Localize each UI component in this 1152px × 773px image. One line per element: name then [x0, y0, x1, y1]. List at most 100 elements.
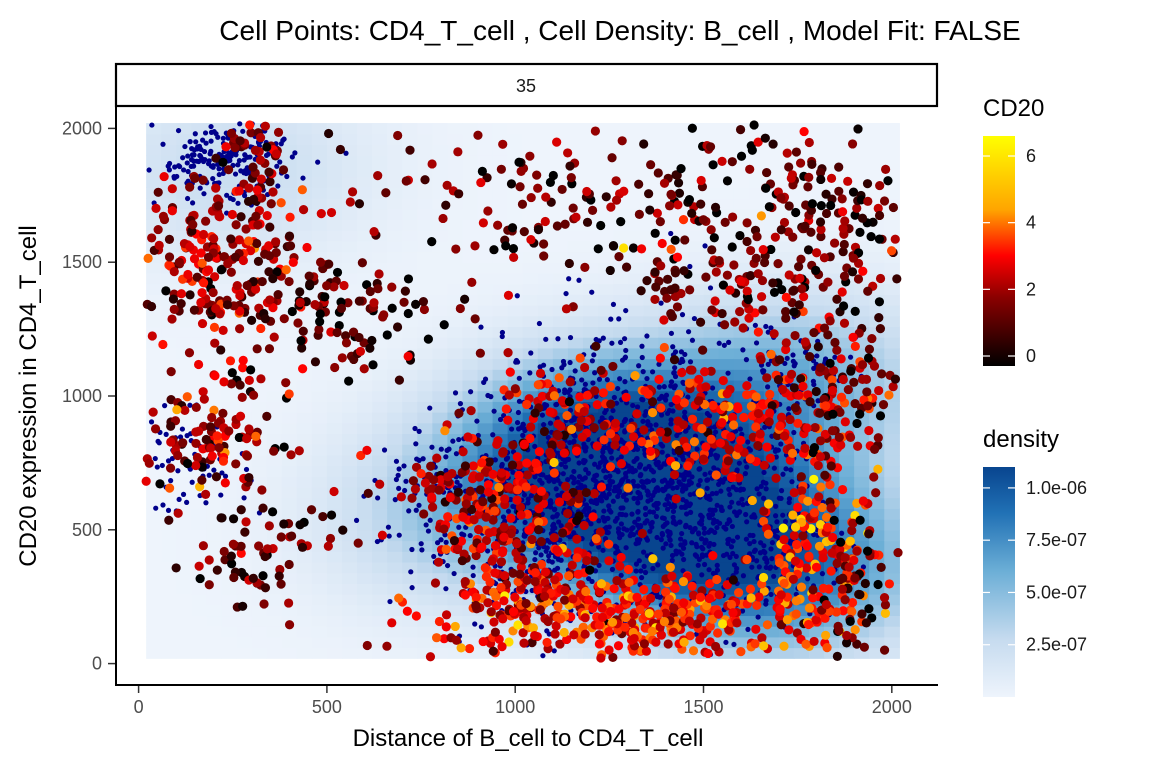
density-cell	[763, 636, 780, 649]
b-cell-point	[671, 385, 677, 391]
density-cell	[537, 476, 554, 488]
density-cell	[703, 519, 720, 531]
b-cell-point	[727, 518, 733, 524]
density-cell	[598, 497, 614, 509]
density-cell	[372, 305, 388, 317]
b-cell-point	[723, 639, 729, 645]
density-cell	[402, 208, 418, 220]
b-cell-point	[211, 128, 217, 135]
density-cell	[854, 251, 870, 263]
density-cell	[537, 315, 554, 328]
density-cell	[296, 390, 313, 402]
density-cell	[372, 208, 388, 220]
density-cell	[884, 465, 900, 477]
density-cell	[462, 465, 479, 477]
density-cell	[763, 251, 780, 263]
density-cell	[432, 294, 449, 306]
cd4-t-cell-point	[456, 643, 466, 653]
density-cell	[146, 337, 162, 349]
b-cell-point	[632, 519, 638, 525]
cd4-t-cell-point	[679, 637, 689, 647]
density-cell	[884, 433, 900, 445]
density-cell	[854, 647, 870, 659]
cd4-t-cell-point	[554, 497, 565, 507]
density-cell	[387, 358, 403, 370]
density-cell	[733, 540, 750, 552]
b-cell-point	[670, 514, 676, 520]
density-cell	[492, 294, 509, 306]
cd4-t-cell-point	[608, 652, 618, 663]
density-cell	[733, 283, 750, 295]
cd4-t-cell-point	[705, 579, 715, 589]
density-cell	[146, 508, 162, 520]
b-cell-point	[726, 339, 732, 345]
density-cell	[854, 176, 870, 188]
density-cell	[357, 133, 373, 146]
b-cell-point	[684, 511, 690, 517]
density-cell	[854, 315, 870, 328]
density-cell	[733, 626, 750, 638]
density-cell	[447, 219, 464, 231]
b-cell-point	[819, 571, 826, 577]
density-cell	[824, 219, 840, 231]
density-cell	[537, 176, 554, 188]
b-cell-point	[603, 495, 610, 501]
density-cell	[161, 208, 177, 220]
b-cell-point	[739, 608, 746, 614]
density-cell	[372, 412, 388, 424]
b-cell-point	[731, 641, 737, 648]
density-cell	[598, 337, 614, 349]
density-cell	[251, 647, 268, 659]
density-cell	[176, 412, 192, 424]
density-cell	[507, 422, 524, 435]
b-cell-point	[687, 491, 693, 498]
density-cell	[839, 251, 855, 263]
density-cell	[236, 123, 253, 135]
density-cell	[146, 369, 162, 381]
density-cell	[402, 187, 418, 199]
density-cell	[748, 219, 765, 231]
b-cell-point	[736, 500, 742, 506]
b-cell-point	[752, 322, 758, 328]
density-cell	[417, 315, 433, 328]
cd4-t-cell-point	[513, 620, 523, 630]
b-cell-point	[607, 447, 613, 453]
density-cell	[869, 519, 885, 531]
density-cell	[357, 497, 373, 509]
density-cell	[447, 561, 464, 574]
density-cell	[311, 133, 328, 146]
b-cell-point	[660, 523, 666, 529]
cd4-t-cell-point	[604, 645, 614, 655]
density-cell	[763, 305, 780, 317]
density-cell	[221, 283, 238, 295]
b-cell-point	[747, 541, 753, 547]
density-cell	[628, 508, 644, 520]
b-cell-point	[420, 456, 426, 462]
density-cell	[703, 390, 720, 402]
b-cell-point	[745, 626, 751, 632]
density-cell	[281, 551, 298, 563]
b-cell-point	[672, 503, 678, 510]
b-cell-point	[707, 507, 713, 513]
b-cell-point	[525, 496, 531, 502]
density-cell	[567, 583, 584, 595]
b-cell-point	[500, 514, 507, 520]
density-cell	[793, 358, 810, 370]
b-cell-point	[633, 568, 639, 574]
density-cell	[387, 572, 403, 584]
density-cell	[658, 444, 674, 456]
density-cell	[567, 272, 584, 285]
density-cell	[341, 165, 358, 178]
density-cell	[718, 187, 735, 199]
density-cell	[266, 347, 283, 360]
density-cell	[372, 604, 388, 617]
b-cell-point	[539, 412, 545, 418]
b-cell-point	[678, 349, 685, 355]
b-cell-point	[543, 336, 549, 342]
density-cell	[808, 647, 825, 659]
b-cell-point	[721, 342, 727, 348]
density-cell	[748, 294, 765, 306]
density-cell	[808, 123, 825, 135]
density-cell	[884, 412, 900, 424]
density-cell	[688, 219, 705, 231]
